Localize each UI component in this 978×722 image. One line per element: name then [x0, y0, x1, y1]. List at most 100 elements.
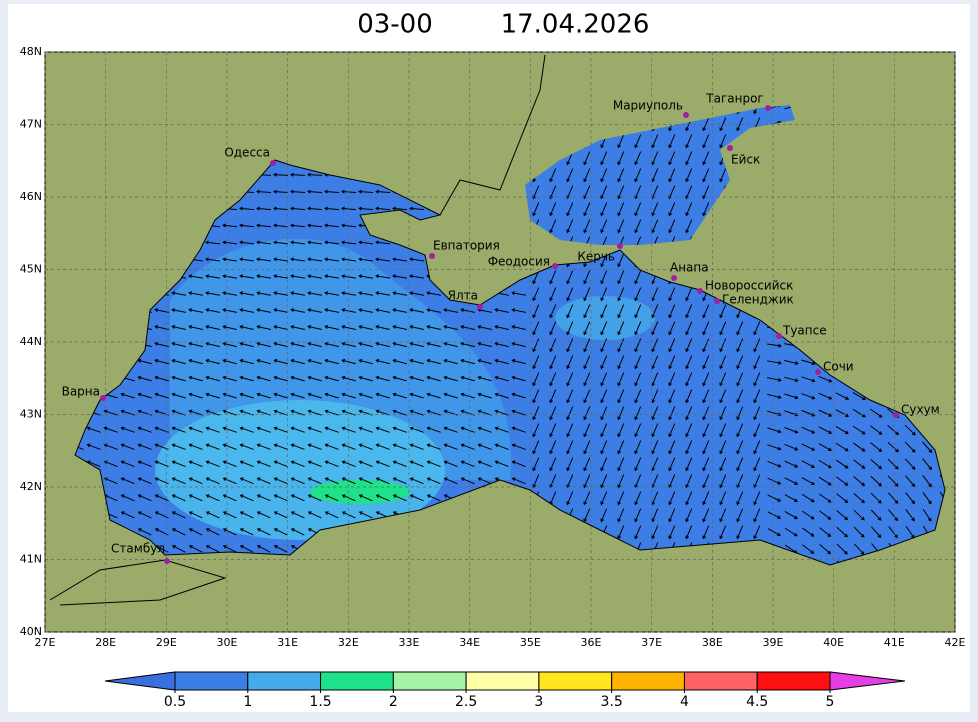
- wind-arrow: [239, 375, 254, 382]
- wind-arrow: [477, 341, 492, 348]
- wind-arrow: [719, 168, 727, 183]
- wind-arrow: [443, 341, 458, 348]
- wind-arrow: [549, 304, 557, 319]
- wind-arrow: [307, 257, 322, 262]
- wind-arrow: [549, 457, 557, 472]
- wind-arrow: [566, 321, 574, 336]
- wind-arrow: [784, 427, 799, 434]
- wind-arrow: [137, 511, 152, 519]
- wind-arrow: [171, 341, 186, 348]
- wind-arrow: [634, 440, 642, 455]
- wind-arrow: [205, 409, 220, 416]
- wind-arrow: [736, 117, 744, 132]
- wind-arrow: [617, 202, 625, 217]
- wind-arrow: [324, 426, 339, 433]
- wind-arrow: [239, 240, 255, 245]
- wind-arrow: [801, 460, 816, 468]
- wind-arrow: [634, 270, 642, 285]
- wind-arrow: [511, 409, 526, 416]
- wind-arrow: [702, 355, 710, 370]
- wind-arrow: [477, 426, 492, 433]
- wind-arrow: [222, 223, 238, 228]
- wind-arrow: [239, 545, 254, 553]
- wind-arrow: [702, 134, 710, 149]
- city-label: Ялта: [448, 289, 478, 303]
- wind-arrow: [358, 358, 373, 365]
- wind-arrow: [801, 359, 816, 366]
- wind-arrow: [767, 477, 782, 485]
- wind-arrow: [188, 443, 203, 450]
- city-label: Геленджик: [722, 293, 794, 307]
- wind-arrow: [532, 355, 540, 370]
- wind-arrow: [392, 308, 407, 313]
- wind-arrow: [239, 308, 254, 313]
- city-dot: [727, 145, 733, 151]
- lon-tick-label: 33E: [399, 636, 420, 649]
- wind-arrow: [852, 408, 866, 418]
- wind-arrow: [566, 270, 574, 285]
- wind-arrow: [702, 372, 710, 387]
- wind-arrow: [171, 494, 186, 502]
- wind-arrow: [801, 443, 816, 451]
- wind-arrow: [477, 477, 492, 485]
- city-label: Анапа: [670, 261, 709, 275]
- wind-arrow: [324, 257, 339, 262]
- wind-arrow: [736, 491, 744, 506]
- wind-arrow: [887, 425, 900, 436]
- wind-arrow: [511, 341, 526, 348]
- wind-arrow: [801, 426, 816, 434]
- wind-arrow: [171, 308, 186, 313]
- wind-arrow: [409, 409, 424, 416]
- wind-arrow: [617, 423, 625, 438]
- wind-arrow: [702, 321, 710, 336]
- wind-arrow: [870, 492, 882, 504]
- wind-arrow: [583, 219, 591, 234]
- wind-arrow: [290, 240, 306, 245]
- wind-arrow: [324, 206, 340, 211]
- wind-arrow: [307, 511, 322, 519]
- wind-arrow: [719, 508, 727, 523]
- wind-arrow: [256, 494, 271, 502]
- wind-arrow: [375, 206, 391, 211]
- wind-arrow: [668, 287, 676, 302]
- wind-arrow: [767, 511, 782, 519]
- wind-arrow: [358, 189, 374, 194]
- lon-tick-label: 39E: [763, 636, 784, 649]
- wind-arrow: [668, 508, 676, 523]
- wind-arrow: [324, 291, 339, 296]
- wind-arrow: [511, 358, 526, 365]
- wind-arrow: [668, 372, 676, 387]
- lat-tick-label: 40N: [20, 625, 42, 638]
- wind-arrow: [341, 392, 356, 399]
- wind-arrow: [904, 424, 916, 436]
- wind-arrow: [205, 308, 220, 313]
- wind-arrow: [426, 443, 441, 450]
- wind-arrow: [290, 494, 305, 502]
- wind-arrow: [888, 509, 899, 522]
- wind-arrow: [426, 477, 441, 485]
- wind-arrow: [443, 443, 458, 450]
- wind-arrow: [819, 527, 832, 538]
- wind-arrow: [566, 202, 574, 217]
- wind-arrow: [685, 219, 693, 234]
- wind-arrow: [341, 240, 357, 245]
- wind-arrow: [103, 460, 118, 468]
- wind-arrow: [273, 257, 288, 262]
- wind-arrow: [702, 457, 710, 472]
- wind-arrow: [753, 423, 761, 438]
- wind-arrow: [634, 134, 642, 149]
- wind-arrow: [324, 511, 339, 519]
- wind-arrow: [702, 508, 710, 523]
- wind-arrow: [583, 508, 591, 523]
- colorbar-swatch: [756, 671, 831, 691]
- wind-arrow: [375, 494, 390, 502]
- wind-arrow: [668, 134, 676, 149]
- wind-arrow: [443, 460, 458, 468]
- wind-arrow: [511, 308, 526, 313]
- wind-arrow: [273, 460, 288, 468]
- lat-tick-label: 43N: [20, 408, 42, 421]
- wind-arrow: [154, 375, 169, 382]
- wind-arrow: [904, 441, 916, 453]
- wind-arrow: [222, 358, 237, 365]
- wind-arrow: [392, 291, 407, 296]
